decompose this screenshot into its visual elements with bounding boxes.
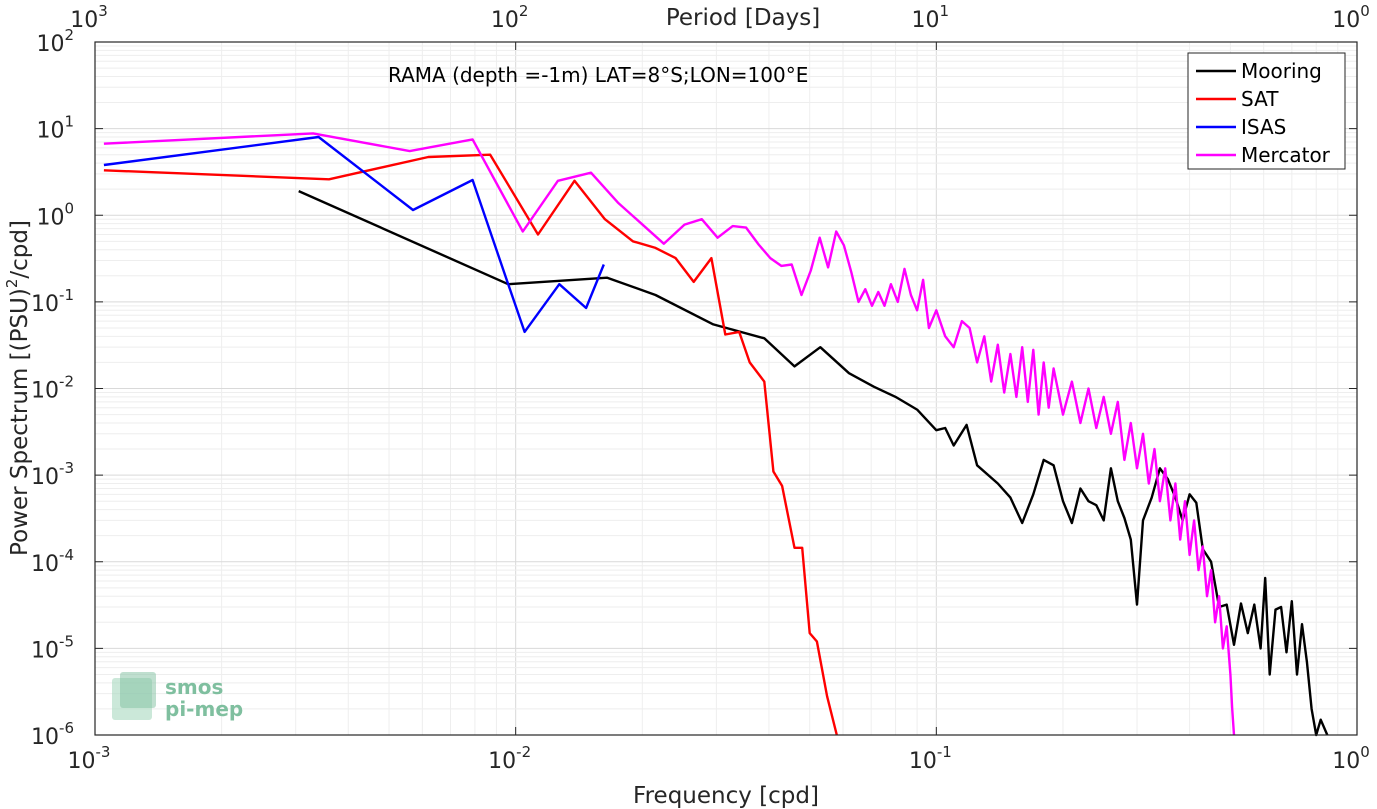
grid — [94, 42, 1357, 736]
logo-mark-inner — [120, 672, 156, 708]
smos-pi-mep-logo: smos pi-mep — [112, 672, 243, 721]
chart-annotation: RAMA (depth =-1m) LAT=8°S;LON=100°E — [388, 63, 808, 87]
y-tick-label: 10-6 — [31, 719, 74, 750]
top-tick-label: 102 — [491, 2, 529, 33]
top-tick-label: 103 — [70, 2, 108, 33]
legend-label-sat: SAT — [1241, 87, 1279, 111]
x-tick-label: 10-3 — [68, 743, 111, 774]
legend-label-mooring: Mooring — [1241, 59, 1322, 83]
top-tick-label: 100 — [1332, 2, 1370, 33]
y-axis-label: Power Spectrum [(PSU)2/cpd] — [3, 220, 33, 556]
y-axis-label-main: Power Spectrum [(PSU) — [7, 288, 33, 556]
y-tick-label: 102 — [36, 26, 74, 57]
y-axis-label-sup: 2 — [3, 279, 21, 289]
y-tick-label: 10-3 — [31, 459, 74, 490]
series-line-mooring — [298, 190, 1329, 737]
top-tick-label: 101 — [912, 2, 950, 33]
x-tick-label: 10-2 — [488, 743, 531, 774]
x-tick-label: 100 — [1332, 743, 1370, 774]
series-layer — [103, 132, 1329, 737]
x-tick-label: 10-1 — [909, 743, 952, 774]
legend: Mooring SAT ISAS Mercator — [1187, 52, 1346, 170]
logo-line2: pi-mep — [165, 697, 243, 721]
y-tick-label: 100 — [36, 199, 74, 230]
series-line-mercator — [103, 132, 1236, 736]
legend-label-isas: ISAS — [1241, 115, 1286, 139]
x-axis-label: Frequency [cpd] — [633, 783, 819, 809]
legend-box — [1187, 52, 1346, 170]
y-tick-label: 10-5 — [31, 632, 74, 663]
logo-line1: smos — [165, 675, 223, 699]
y-tick-label: 10-4 — [31, 546, 74, 577]
y-axis-label-tail: /cpd] — [7, 220, 33, 279]
series-line-isas — [103, 135, 605, 334]
legend-items: Mooring SAT ISAS Mercator — [1196, 59, 1331, 167]
y-tick-label: 10-2 — [31, 373, 74, 404]
y-tick-label: 10-1 — [31, 286, 74, 317]
top-axis-label: Period [Days] — [666, 5, 820, 31]
legend-label-mercator: Mercator — [1241, 143, 1331, 167]
y-tick-label: 101 — [36, 113, 74, 144]
